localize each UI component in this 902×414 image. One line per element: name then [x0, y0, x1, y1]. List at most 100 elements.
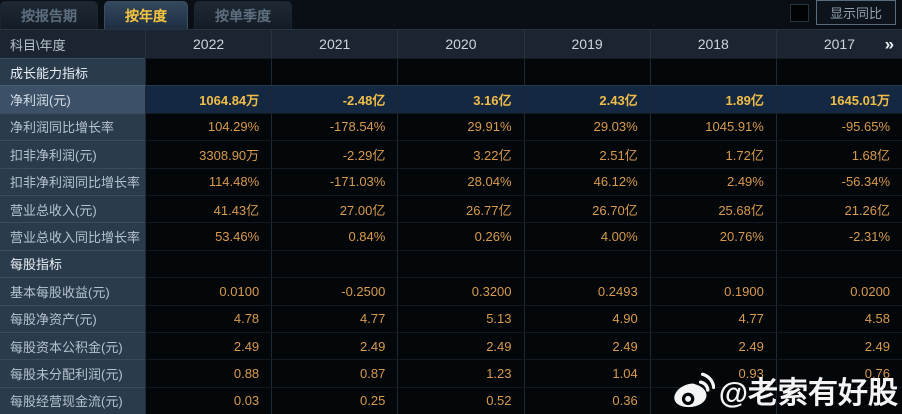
show-yoy-label[interactable]: 显示同比 — [815, 0, 896, 25]
cell-value — [523, 249, 650, 278]
cell-value: 1064.84万 — [145, 85, 272, 113]
cell-value: 0.2493 — [523, 277, 650, 305]
cell-value: 2.49 — [523, 331, 650, 360]
table-row[interactable]: 营业总收入同比增长率 53.46% 0.84% 0.26% 4.00% 20.76% -2.… — [0, 222, 902, 250]
cell-value: 25.68亿 — [649, 194, 776, 223]
tab-by-single-quarter[interactable]: 按单季度 — [194, 1, 292, 29]
cell-value — [271, 58, 398, 86]
cell-value: 1645.01万 — [775, 85, 902, 113]
cell-value — [649, 386, 776, 414]
cell-value: 0.76 — [775, 359, 902, 387]
cell-value — [649, 58, 776, 86]
cell-value: 3308.90万 — [145, 140, 272, 168]
cell-value — [775, 386, 902, 414]
row-label: 每股经营现金流(元) — [0, 386, 145, 414]
row-label: 净利润(元) — [0, 85, 145, 113]
cell-value: 29.03% — [523, 112, 650, 141]
cell-value: 0.87 — [271, 359, 398, 387]
cell-value: 104.29% — [145, 112, 272, 141]
tab-bar-right-controls: 显示同比 — [789, 0, 902, 29]
table-header-row: 科目\年度 2022 2021 2020 2019 2018 2017 » — [0, 30, 902, 58]
cell-value: 2.49 — [145, 331, 272, 360]
cell-value: 2.51亿 — [523, 140, 650, 168]
cell-value: 0.52 — [397, 386, 524, 414]
cell-value: 28.04% — [397, 167, 524, 195]
cell-value: 0.88 — [145, 359, 272, 387]
row-label: 每股指标 — [0, 249, 145, 278]
cell-value: 4.77 — [271, 304, 398, 332]
cell-value: 2.43亿 — [523, 85, 650, 113]
cell-value: -171.03% — [271, 167, 398, 195]
cell-value: 4.78 — [145, 304, 272, 332]
table-row[interactable]: 每股未分配利润(元) 0.88 0.87 1.23 1.04 0.93 0.76 — [0, 359, 902, 387]
row-label: 净利润同比增长率 — [0, 112, 145, 141]
cell-value: 0.84% — [271, 222, 398, 250]
cell-value: 0.93 — [649, 359, 776, 387]
cell-value: 0.26% — [397, 222, 524, 250]
cell-value: 2.49 — [775, 331, 902, 360]
year-header-2017: 2017 » — [775, 30, 902, 58]
cell-value — [775, 58, 902, 86]
cell-value: 0.1900 — [649, 277, 776, 305]
cell-value: 2.49 — [271, 331, 398, 360]
cell-value: -2.48亿 — [271, 85, 398, 113]
cell-value: 4.00% — [523, 222, 650, 250]
row-label: 每股资本公积金(元) — [0, 331, 145, 360]
year-header-2020: 2020 — [397, 30, 523, 58]
show-yoy-checkbox[interactable] — [789, 3, 809, 22]
cell-value: 26.77亿 — [397, 194, 524, 223]
cell-value: -95.65% — [775, 112, 902, 141]
cell-value — [775, 249, 902, 278]
tab-by-year[interactable]: 按年度 — [104, 1, 188, 29]
cell-value — [145, 58, 272, 86]
table-row[interactable]: 每股净资产(元) 4.78 4.77 5.13 4.90 4.77 4.58 — [0, 304, 902, 332]
cell-value: 53.46% — [145, 222, 272, 250]
tab-bar: 按报告期 按年度 按单季度 显示同比 — [0, 0, 902, 30]
table-row[interactable]: 扣非净利润(元) 3308.90万 -2.29亿 3.22亿 2.51亿 1.72亿 1.6… — [0, 140, 902, 168]
table-row[interactable]: 每股资本公积金(元) 2.49 2.49 2.49 2.49 2.49 2.49 — [0, 331, 902, 360]
cell-value: 2.49 — [397, 331, 524, 360]
cell-value: 0.0100 — [145, 277, 272, 305]
cell-value — [397, 58, 524, 86]
cell-value: 1.72亿 — [649, 140, 776, 168]
year-header-2019: 2019 — [523, 30, 650, 58]
cell-value: 2.49 — [649, 331, 776, 360]
table-row[interactable]: 净利润(元) 1064.84万 -2.48亿 3.16亿 2.43亿 1.89亿 1645.… — [0, 85, 902, 113]
cell-value: 1.04 — [523, 359, 650, 387]
cell-value: 0.36 — [523, 386, 650, 414]
row-label: 每股未分配利润(元) — [0, 359, 145, 387]
row-label: 每股净资产(元) — [0, 304, 145, 332]
cell-value: 1045.91% — [649, 112, 776, 141]
row-label: 营业总收入同比增长率 — [0, 222, 145, 250]
cell-value: 5.13 — [397, 304, 524, 332]
cell-value: 29.91% — [397, 112, 524, 141]
table-row[interactable]: 扣非净利润同比增长率 114.48% -171.03% 28.04% 46.12% 2.4… — [0, 167, 902, 195]
row-label: 成长能力指标 — [0, 58, 145, 86]
cell-value: 0.0200 — [775, 277, 902, 305]
cell-value: 4.77 — [649, 304, 776, 332]
table-row[interactable]: 基本每股收益(元) 0.0100 -0.2500 0.3200 0.2493 0.1900… — [0, 277, 902, 305]
cell-value: -56.34% — [775, 167, 902, 195]
table-row[interactable]: 营业总收入(元) 41.43亿 27.00亿 26.77亿 26.70亿 25.68亿 21… — [0, 194, 902, 223]
cell-value: 20.76% — [649, 222, 776, 250]
cell-value: 114.48% — [145, 167, 272, 195]
cell-value: 46.12% — [523, 167, 650, 195]
cell-value: 26.70亿 — [523, 194, 650, 223]
year-header-2021: 2021 — [271, 30, 397, 58]
cell-value: 41.43亿 — [145, 194, 272, 223]
cell-value: -2.29亿 — [271, 140, 398, 168]
cell-value: 4.58 — [775, 304, 902, 332]
cell-value: -178.54% — [271, 112, 398, 141]
cell-value: -2.31% — [775, 222, 902, 250]
more-years-icon[interactable]: » — [884, 34, 895, 54]
tab-by-report-period[interactable]: 按报告期 — [0, 1, 98, 29]
table-row[interactable]: 净利润同比增长率 104.29% -178.54% 29.91% 29.03% 1045.… — [0, 112, 902, 141]
section-header-row: 每股指标 — [0, 249, 902, 278]
cell-value: 1.23 — [397, 359, 524, 387]
cell-value — [145, 249, 272, 278]
row-label: 扣非净利润(元) — [0, 140, 145, 168]
table-row[interactable]: 每股经营现金流(元) 0.03 0.25 0.52 0.36 — [0, 386, 902, 414]
year-header-2018: 2018 — [649, 30, 776, 58]
section-header-row: 成长能力指标 — [0, 58, 902, 86]
